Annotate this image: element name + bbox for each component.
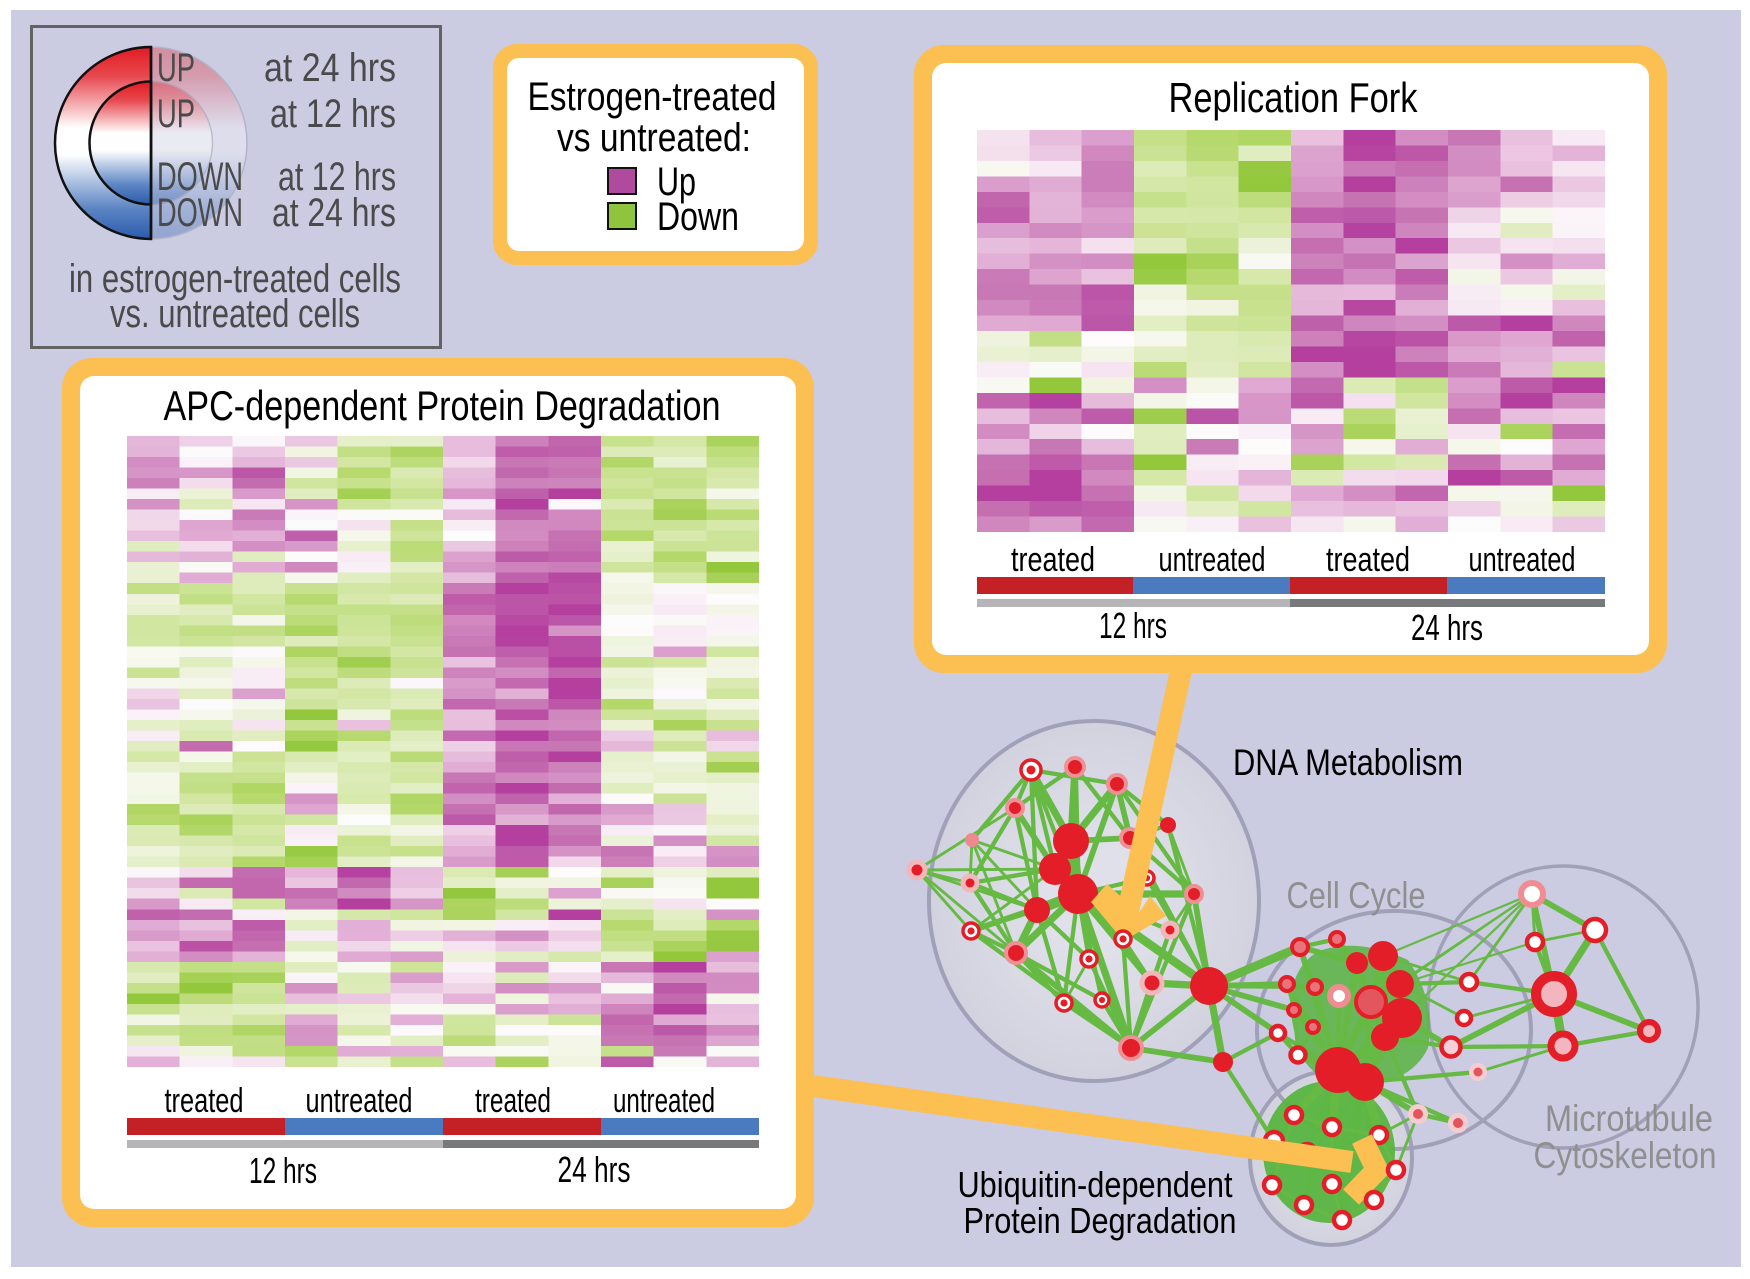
svg-text:at 12 hrs: at 12 hrs [270, 92, 396, 136]
svg-text:UP: UP [157, 46, 195, 90]
svg-text:untreated: untreated [306, 1082, 413, 1120]
svg-text:at 24 hrs: at 24 hrs [264, 46, 396, 90]
svg-text:treated: treated [475, 1082, 551, 1120]
svg-text:Cytoskeleton: Cytoskeleton [1534, 1135, 1717, 1176]
svg-text:untreated: untreated [1159, 541, 1266, 579]
svg-text:Replication Fork: Replication Fork [1169, 74, 1419, 121]
svg-text:Down: Down [657, 195, 739, 239]
svg-text:Estrogen-treated: Estrogen-treated [528, 75, 777, 119]
svg-text:at 12 hrs: at 12 hrs [278, 155, 396, 199]
svg-text:Up: Up [657, 160, 696, 204]
svg-text:Cell Cycle: Cell Cycle [1287, 875, 1426, 916]
svg-text:DNA Metabolism: DNA Metabolism [1233, 742, 1463, 783]
svg-text:untreated: untreated [613, 1082, 715, 1120]
svg-text:Ubiquitin-dependent: Ubiquitin-dependent [958, 1164, 1233, 1205]
svg-text:UP: UP [157, 92, 195, 136]
svg-text:treated: treated [1326, 541, 1410, 579]
svg-text:APC-dependent Protein Degradat: APC-dependent Protein Degradation [164, 382, 721, 429]
svg-text:Microtubule: Microtubule [1545, 1098, 1713, 1139]
svg-text:24 hrs: 24 hrs [558, 1149, 631, 1190]
svg-text:12 hrs: 12 hrs [249, 1150, 317, 1191]
svg-text:untreated: untreated [1469, 541, 1576, 579]
svg-text:DOWN: DOWN [157, 155, 243, 199]
svg-text:24 hrs: 24 hrs [1411, 607, 1483, 648]
svg-text:vs. untreated cells: vs. untreated cells [110, 292, 360, 336]
svg-text:in estrogen-treated cells: in estrogen-treated cells [69, 257, 401, 301]
svg-text:vs untreated:: vs untreated: [557, 116, 751, 160]
svg-text:Protein Degradation: Protein Degradation [964, 1200, 1237, 1241]
svg-text:at 24 hrs: at 24 hrs [272, 191, 396, 235]
svg-text:treated: treated [165, 1082, 244, 1120]
svg-text:12 hrs: 12 hrs [1099, 605, 1167, 646]
svg-text:treated: treated [1011, 541, 1095, 579]
svg-text:DOWN: DOWN [157, 191, 243, 235]
